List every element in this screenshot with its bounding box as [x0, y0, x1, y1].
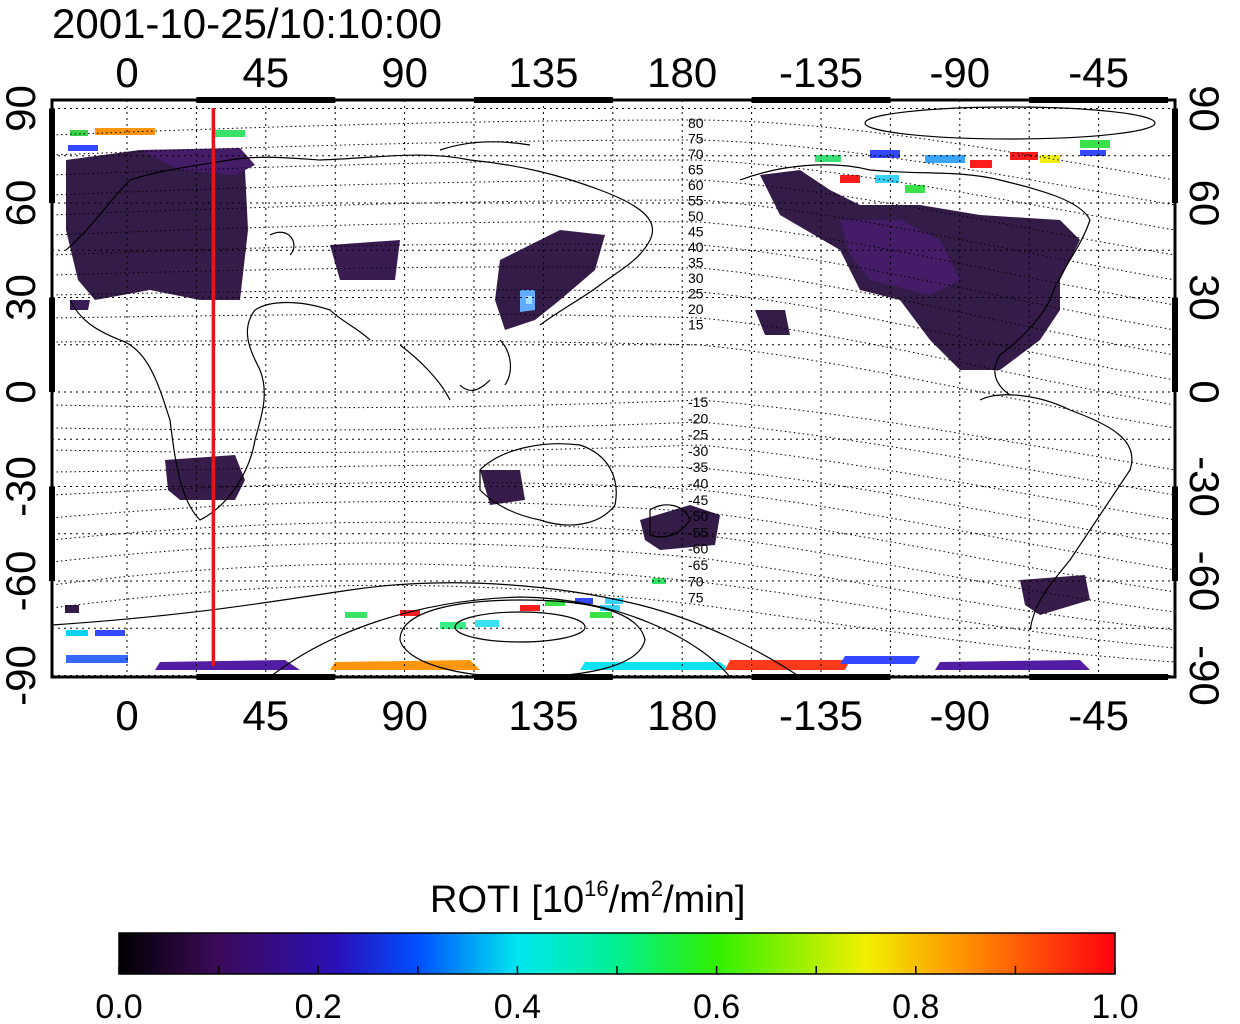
mlat-label: 70: [688, 146, 704, 162]
right-lat-label: 30: [1181, 274, 1228, 321]
right-lat-label: 60: [1181, 180, 1228, 227]
top-axis-bar: [474, 97, 613, 103]
left-axis-bar: [49, 486, 55, 581]
right-lat-axis-labels: 90 60 30 0 -30 -60 -90: [1181, 85, 1228, 706]
right-lat-label: -90: [1181, 645, 1228, 706]
colorbar-tick-labels: 0.0 0.2 0.4 0.6 0.8 1.0: [95, 988, 1138, 1024]
top-lon-label: -135: [779, 49, 863, 96]
left-lat-label: 90: [0, 85, 44, 132]
bottom-axis-bar: [751, 674, 891, 680]
mlat-label: 20: [688, 301, 704, 317]
top-lon-label: 90: [381, 49, 428, 96]
coastlines: [65, 141, 1133, 631]
colorbar-tick-label: 0.8: [892, 988, 939, 1024]
top-lon-axis-labels: 0 45 90 135 180 -135 -90 -45: [115, 49, 1129, 96]
colorbar-label: ROTI [1016/m2/min]: [430, 876, 745, 921]
left-lat-label: -60: [0, 551, 44, 612]
mlat-label: -40: [688, 476, 708, 492]
left-lat-label: 60: [0, 180, 44, 227]
top-axis-bar: [1029, 97, 1168, 103]
mlat-label: 25: [688, 286, 704, 302]
top-axis-bar: [751, 97, 891, 103]
bottom-lon-axis-labels: 0 45 90 135 180 -135 -90 -45: [115, 692, 1129, 739]
left-axis-bar: [49, 297, 55, 392]
mlat-label: 50: [688, 208, 704, 224]
top-axis-bar: [196, 97, 336, 103]
colorbar-label-mid: /m: [609, 879, 651, 921]
right-axis-bar: [1172, 297, 1178, 392]
colorbar-tick-marks: [118, 966, 1116, 974]
bottom-lon-label: -45: [1068, 692, 1129, 739]
top-lon-label: 0: [115, 49, 138, 96]
mlat-label: 75: [688, 590, 704, 606]
colorbar-tick-label: 0.2: [295, 988, 342, 1024]
figure-title: 2001-10-25/10:10:00: [52, 0, 442, 47]
mlat-label: 75: [688, 131, 704, 147]
left-lat-label: 30: [0, 274, 44, 321]
right-lat-label: -60: [1181, 551, 1228, 612]
mlat-label: -35: [688, 459, 708, 475]
bottom-lon-label: -135: [779, 692, 863, 739]
bottom-lon-label: 135: [508, 692, 578, 739]
bottom-axis-bar: [196, 674, 336, 680]
mlat-label: 35: [688, 255, 704, 271]
auroral-oval-contours: [52, 106, 1156, 677]
bottom-lon-label: 45: [242, 692, 289, 739]
mlat-label: 60: [688, 177, 704, 193]
right-lat-label: -30: [1181, 456, 1228, 517]
mlat-label: -30: [688, 443, 708, 459]
bottom-axis-bar: [474, 674, 613, 680]
bottom-lon-label: -90: [929, 692, 990, 739]
mlat-label: -25: [688, 427, 708, 443]
colorbar-tick-label: 0.0: [95, 988, 142, 1024]
colorbar-label-sup1: 16: [584, 876, 608, 901]
mlat-label: 15: [688, 317, 704, 333]
top-lon-label: 135: [508, 49, 578, 96]
mlat-label: -65: [688, 557, 708, 573]
right-lat-label: 90: [1181, 85, 1228, 132]
right-lat-label: 0: [1181, 380, 1228, 403]
mlat-label: 40: [688, 239, 704, 255]
mlat-label: -55: [688, 524, 708, 540]
bottom-lon-label: 90: [381, 692, 428, 739]
right-axis-bar: [1172, 486, 1178, 581]
mlat-label: 80: [688, 115, 704, 131]
mlat-label: -45: [688, 492, 708, 508]
mlat-label: -15: [688, 394, 708, 410]
left-lat-axis-labels: 90 60 30 0 -30 -60 -90: [0, 85, 44, 706]
colorbar-tick-label: 1.0: [1091, 988, 1138, 1024]
bottom-axis-bar: [1029, 674, 1168, 680]
mlat-label: -50: [688, 508, 708, 524]
top-lon-label: -45: [1068, 49, 1129, 96]
colorbar-label-end: /min]: [663, 879, 745, 921]
top-lon-label: 180: [647, 49, 717, 96]
magnetic-latitude-contours: [52, 119, 1175, 663]
axis-tick-bars: [49, 97, 1178, 680]
mlat-label: 65: [688, 162, 704, 178]
mlat-label: -20: [688, 410, 708, 426]
left-lat-label: -90: [0, 645, 44, 706]
colorbar-label-sup2: 2: [651, 876, 663, 901]
bottom-lon-label: 180: [647, 692, 717, 739]
mlat-label: 30: [688, 270, 704, 286]
mlat-label: -60: [688, 541, 708, 557]
colorbar: ROTI [1016/m2/min] 0.0 0.2 0.4 0.6 0.8 1.0: [95, 876, 1138, 1024]
right-axis-bar: [1172, 108, 1178, 203]
mlat-label: 70: [688, 573, 704, 589]
top-lon-label: -90: [929, 49, 990, 96]
left-lat-label: -30: [0, 456, 44, 517]
mlat-label: 55: [688, 193, 704, 209]
left-axis-bar: [49, 108, 55, 203]
bottom-lon-label: 0: [115, 692, 138, 739]
left-lat-label: 0: [0, 380, 44, 403]
colorbar-tick-label: 0.4: [494, 988, 541, 1024]
top-lon-label: 45: [242, 49, 289, 96]
mlat-label: 45: [688, 224, 704, 240]
colorbar-label-main: ROTI [10: [430, 879, 584, 921]
colorbar-tick-label: 0.6: [693, 988, 740, 1024]
